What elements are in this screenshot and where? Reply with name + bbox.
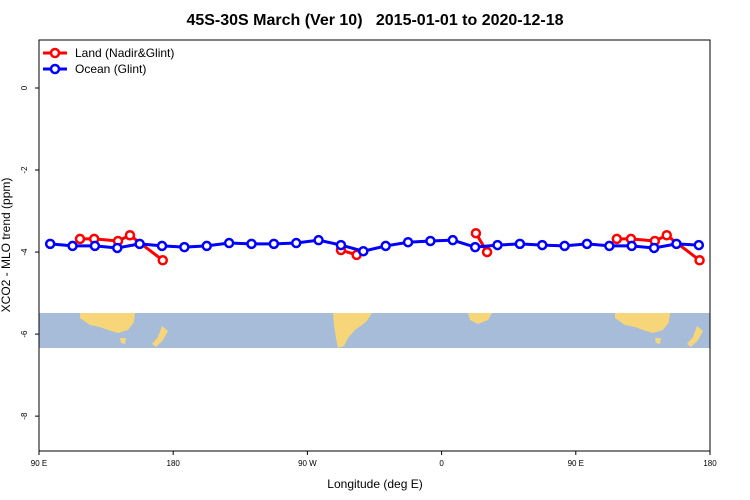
point [425,235,436,247]
point [335,239,347,251]
point [402,236,414,248]
point [156,240,168,252]
point [179,241,190,253]
point [581,238,593,250]
x-tick-label: 180 [703,459,717,468]
point [313,234,324,246]
point [44,238,56,250]
point [223,237,235,249]
legend-marker [49,63,61,75]
point [470,227,482,239]
new-zealand [152,326,168,347]
point [611,233,623,245]
africa [468,313,492,324]
y-tick-label: -2 [20,166,29,174]
south-america [333,313,372,348]
point [89,240,101,252]
point [157,255,169,266]
x-tick-label: 90 W [298,459,317,468]
map-band [39,313,710,348]
point [537,239,548,251]
point [604,240,615,252]
point [447,234,459,246]
legend-label: Ocean (Glint) [75,62,146,76]
y-tick-label: -8 [20,412,29,420]
point [380,240,391,252]
new-zealand [687,326,703,347]
y-axis-label: XCO2 - MLO trend (ppm) [0,178,13,313]
point [74,233,86,245]
point [268,238,280,250]
ocean-background [39,313,710,348]
point [67,240,78,252]
y-tick-label: 0 [20,85,29,90]
point [694,255,705,266]
chart-title: 45S-30S March (Ver 10) 2015-01-01 to 202… [186,12,563,29]
x-tick-label: 180 [167,459,181,468]
point [492,239,503,251]
australia [615,313,670,333]
legend-label: Land (Nadir&Glint) [75,46,174,60]
point [112,242,123,254]
plot-frame [38,39,711,452]
point [514,238,526,250]
x-tick-label: 0 [439,459,444,468]
legend: Land (Nadir&Glint) Ocean (Glint) [43,46,174,76]
x-axis-label: Longitude (deg E) [327,477,422,491]
point [626,240,637,252]
point [648,242,660,254]
point [201,240,212,252]
y-tick-label: -4 [20,248,29,256]
point [661,229,673,241]
point [671,238,682,250]
y-tick-label: -6 [20,330,29,338]
point [469,241,481,253]
tasmania [120,338,126,344]
tasmania [655,338,661,344]
point [290,237,302,249]
point [559,240,570,252]
point [693,239,705,251]
legend-marker [49,47,61,59]
x-tick-label: 90 E [568,459,584,468]
point [481,246,493,258]
point [134,238,145,250]
australia [80,313,135,333]
point [246,238,257,250]
point [124,229,136,241]
x-tick-label: 90 E [31,459,47,468]
point [358,245,369,257]
